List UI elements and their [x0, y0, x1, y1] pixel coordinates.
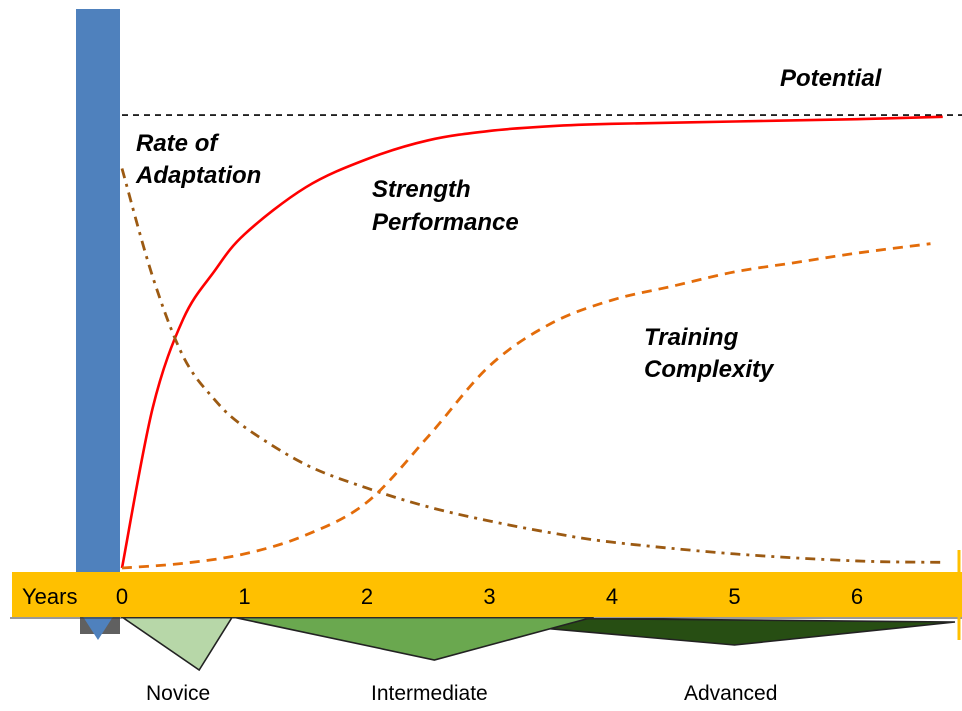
series-line-strength-performance — [120, 115, 943, 569]
strength-performance-label-line1: Strength — [372, 176, 471, 203]
stage-label-advanced: Advanced — [684, 682, 777, 705]
x-tick-labels: Years 0 1 2 3 4 5 6 — [22, 584, 863, 609]
x-tick-label: 5 — [728, 584, 740, 609]
stage-triangle-intermediate — [232, 616, 594, 661]
x-axis-bar — [10, 550, 962, 640]
series-line-rate-of-adaptation — [120, 168, 943, 564]
y-axis-bar-arrow-icon — [80, 612, 116, 640]
x-axis-bar-body — [12, 572, 962, 617]
x-tick-label: 1 — [238, 584, 250, 609]
potential-label: Potential — [780, 65, 883, 92]
x-tick-label: 4 — [606, 584, 618, 609]
training-complexity-label-line2: Complexity — [644, 356, 775, 383]
x-axis-label: Years — [22, 584, 77, 609]
stage-triangles — [119, 616, 956, 672]
strength-performance-label-line2: Performance — [372, 209, 519, 236]
x-tick-label: 2 — [361, 584, 373, 609]
training-complexity-label-line1: Training — [644, 324, 739, 351]
x-tick-label: 6 — [851, 584, 863, 609]
stage-label-intermediate: Intermediate — [371, 682, 488, 705]
series-line-training-complexity — [121, 242, 931, 570]
y-axis-bar — [76, 9, 120, 640]
x-tick-label: 0 — [116, 584, 128, 609]
rate-of-adaptation-label-line2: Adaptation — [135, 162, 261, 189]
stage-triangle-novice — [119, 616, 234, 672]
y-axis-bar-body — [76, 9, 120, 613]
x-tick-label: 3 — [483, 584, 495, 609]
rate-of-adaptation-label-line1: Rate of — [136, 130, 219, 157]
stage-label-novice: Novice — [146, 682, 210, 705]
series-lines — [120, 115, 943, 570]
